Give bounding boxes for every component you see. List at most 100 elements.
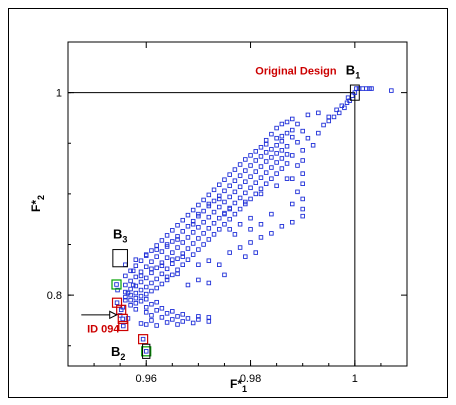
data-point	[196, 314, 201, 319]
data-point	[170, 250, 175, 255]
data-point	[232, 200, 238, 206]
data-point	[180, 319, 185, 324]
data-point	[123, 289, 128, 295]
data-point	[133, 274, 139, 280]
data-point	[138, 273, 144, 279]
data-point	[196, 225, 201, 230]
data-point	[274, 125, 279, 131]
data-point	[123, 294, 128, 300]
data-point	[300, 206, 305, 212]
data-point	[222, 199, 227, 205]
data-point	[232, 189, 238, 195]
data-point	[389, 88, 394, 93]
original-design-label: Original Design	[255, 65, 337, 77]
data-point	[248, 163, 253, 168]
data-point	[164, 274, 170, 280]
data-point	[334, 107, 339, 113]
data-point	[196, 211, 201, 217]
reference-lines	[68, 92, 356, 366]
data-point	[339, 103, 345, 109]
data-point	[138, 269, 144, 275]
data-point	[243, 179, 248, 184]
data-point	[243, 190, 248, 196]
data-point	[316, 130, 321, 136]
data-point	[164, 266, 170, 272]
data-point	[159, 281, 165, 287]
data-point	[274, 135, 279, 141]
data-point	[196, 277, 201, 283]
data-point	[211, 232, 217, 237]
data-point	[305, 135, 311, 141]
data-point	[321, 122, 326, 128]
data-point	[123, 262, 128, 268]
highlighted-point-marker	[141, 346, 152, 357]
data-point	[133, 290, 139, 296]
data-point	[143, 296, 149, 302]
data-point	[216, 262, 222, 268]
data-point	[279, 133, 285, 139]
data-point	[300, 181, 305, 186]
data-point	[164, 311, 170, 316]
data-point	[175, 234, 180, 239]
data-point	[211, 187, 217, 193]
data-point	[143, 305, 149, 310]
data-point	[279, 224, 285, 229]
data-point	[232, 178, 238, 183]
data-point	[190, 252, 196, 257]
data-point	[190, 207, 196, 213]
data-point	[211, 198, 217, 204]
data-point	[258, 186, 264, 192]
data-point	[237, 206, 243, 212]
data-point	[149, 270, 154, 276]
data-point	[274, 151, 279, 156]
data-point	[243, 157, 248, 162]
data-point	[284, 130, 290, 136]
data-point	[274, 183, 279, 189]
data-point	[125, 290, 131, 296]
y-axis-label: F*2	[29, 195, 46, 212]
data-point	[269, 147, 274, 152]
data-point	[133, 307, 139, 312]
data-point	[222, 177, 227, 182]
data-point	[206, 319, 212, 324]
data-point	[133, 283, 139, 289]
data-point	[290, 201, 295, 207]
data-point	[190, 241, 196, 246]
data-point	[164, 277, 170, 283]
data-point	[279, 148, 285, 153]
data-point	[130, 282, 136, 288]
data-point	[263, 159, 269, 164]
data-point	[170, 272, 175, 278]
data-point	[206, 201, 212, 207]
data-point	[290, 219, 295, 225]
data-point	[300, 213, 305, 219]
highlighted-point-marker	[111, 279, 122, 290]
data-point	[143, 275, 149, 281]
data-point	[258, 154, 264, 159]
data-point	[149, 318, 154, 323]
data-point	[196, 202, 201, 208]
highlighted-point-marker	[138, 334, 149, 345]
highlighted-point-marker	[118, 320, 129, 332]
data-point	[170, 261, 175, 266]
data-point	[154, 285, 159, 291]
data-point	[154, 247, 159, 252]
data-point	[143, 291, 149, 297]
data-point	[336, 110, 342, 116]
data-point	[305, 112, 311, 118]
data-point	[201, 197, 206, 203]
data-point	[253, 169, 259, 174]
data-point	[159, 263, 165, 269]
data-point	[211, 220, 217, 226]
data-point	[269, 231, 274, 236]
data-point	[128, 303, 133, 308]
data-point	[331, 114, 337, 120]
data-point	[364, 86, 369, 91]
data-point	[279, 121, 285, 127]
data-point	[185, 316, 191, 321]
data-point	[263, 181, 269, 186]
data-point	[175, 223, 180, 228]
data-point	[206, 280, 212, 286]
data-point	[295, 189, 300, 195]
data-point	[180, 240, 185, 245]
